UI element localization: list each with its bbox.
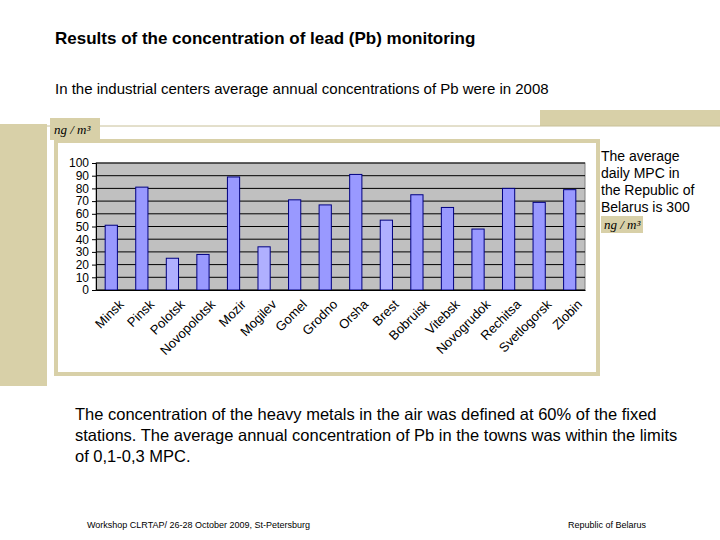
- x-tick: Minsk: [92, 290, 127, 331]
- x-tick: Svetlogorsk: [496, 290, 555, 355]
- y-tick-mark: [92, 227, 96, 228]
- x-tick: Bobruisk: [386, 290, 433, 343]
- x-tick-label: Grodno: [299, 297, 340, 338]
- y-axis-line: [92, 164, 97, 291]
- x-tick-label: Bobruisk: [386, 296, 433, 343]
- y-tick-mark: [92, 214, 96, 215]
- bar: [472, 229, 484, 290]
- bar: [136, 187, 148, 290]
- bar: [289, 200, 301, 290]
- y-tick-label: 50: [76, 220, 90, 234]
- y-tick: 0: [82, 283, 96, 297]
- y-tick-label: 70: [76, 194, 90, 208]
- mpc-unit: ng / m³: [601, 216, 643, 233]
- y-tick-label: 10: [76, 271, 90, 285]
- y-tick: 80: [76, 182, 96, 196]
- y-tick-mark: [92, 265, 96, 266]
- y-axis-title: ng / m³: [54, 122, 92, 137]
- footer-right: Republic of Belarus: [568, 520, 646, 530]
- y-tick: 10: [76, 271, 96, 285]
- top-band: [540, 110, 720, 126]
- bar: [380, 220, 392, 290]
- subtitle: In the industrial centers average annual…: [55, 80, 549, 97]
- bar: [564, 190, 576, 290]
- x-tick: Mogilev: [237, 290, 280, 339]
- plot-area: [96, 163, 585, 290]
- y-tick-mark: [92, 290, 96, 291]
- x-tick: Novopolotsk: [157, 290, 219, 358]
- x-tick-label: Minsk: [92, 296, 127, 331]
- y-tick-label: 0: [82, 283, 89, 297]
- mpc-text: The average daily MPC in the Republic of…: [601, 148, 694, 215]
- y-tick-label: 40: [76, 233, 90, 247]
- bar: [197, 254, 209, 290]
- bar: [319, 205, 331, 290]
- x-tick-label: Zlobin: [549, 297, 585, 333]
- footer-left: Workshop CLRTAP/ 26-28 October 2009, St-…: [87, 520, 310, 530]
- bar: [227, 177, 239, 290]
- bar: [258, 247, 270, 290]
- y-tick-mark: [92, 277, 96, 278]
- y-tick-label: 100: [69, 156, 89, 170]
- bar: [441, 207, 453, 290]
- y-tick-label: 90: [76, 169, 90, 183]
- y-tick-mark: [92, 188, 96, 189]
- x-tick-label: Mogilev: [237, 296, 280, 339]
- y-tick-mark: [92, 252, 96, 253]
- bar: [350, 174, 362, 290]
- x-axis: MinskPinskPolotskNovopolotskMozirMogilev…: [92, 290, 585, 358]
- x-tick: Grodno: [299, 290, 340, 338]
- y-tick-mark: [92, 239, 96, 240]
- y-tick: 100: [69, 156, 96, 170]
- y-tick: 30: [76, 245, 96, 259]
- x-tick-label: Orsha: [335, 296, 371, 332]
- y-tick-label: 80: [76, 182, 90, 196]
- side-band: [0, 124, 47, 386]
- y-tick: 40: [76, 233, 96, 247]
- rule: [47, 126, 720, 127]
- y-tick-label: 60: [76, 207, 90, 221]
- grid: [96, 163, 585, 290]
- grid-line: [96, 175, 585, 176]
- y-axis: 0102030405060708090100: [69, 156, 97, 297]
- bar: [105, 225, 117, 290]
- x-tick-label: Novopolotsk: [157, 296, 219, 358]
- y-tick-label: 30: [76, 245, 90, 259]
- y-tick: 50: [76, 220, 96, 234]
- y-tick: 60: [76, 207, 96, 221]
- bar: [166, 258, 178, 290]
- y-tick-mark: [92, 176, 96, 177]
- x-tick: Orsha: [335, 290, 371, 332]
- title: Results of the concentration of lead (Pb…: [55, 29, 475, 48]
- y-tick-mark: [92, 163, 96, 164]
- chart-panel: [56, 141, 598, 374]
- x-tick-label: Svetlogorsk: [496, 296, 555, 355]
- mpc-note: The average daily MPC in the Republic of…: [601, 148, 697, 233]
- y-tick: 20: [76, 258, 96, 272]
- bar: [533, 202, 545, 290]
- grid-line: [96, 163, 585, 164]
- unit-box: [50, 118, 100, 140]
- y-tick: 70: [76, 194, 96, 208]
- y-tick-mark: [92, 201, 96, 202]
- x-tick: Novogrudok: [433, 290, 494, 357]
- bar: [411, 195, 423, 290]
- y-tick-label: 20: [76, 258, 90, 272]
- x-axis-line: [97, 290, 586, 291]
- y-tick: 90: [76, 169, 96, 183]
- bar: [502, 188, 514, 290]
- x-tick: Zlobin: [549, 290, 585, 332]
- paragraph: The concentration of the heavy metals in…: [75, 404, 685, 467]
- bars: [105, 174, 576, 290]
